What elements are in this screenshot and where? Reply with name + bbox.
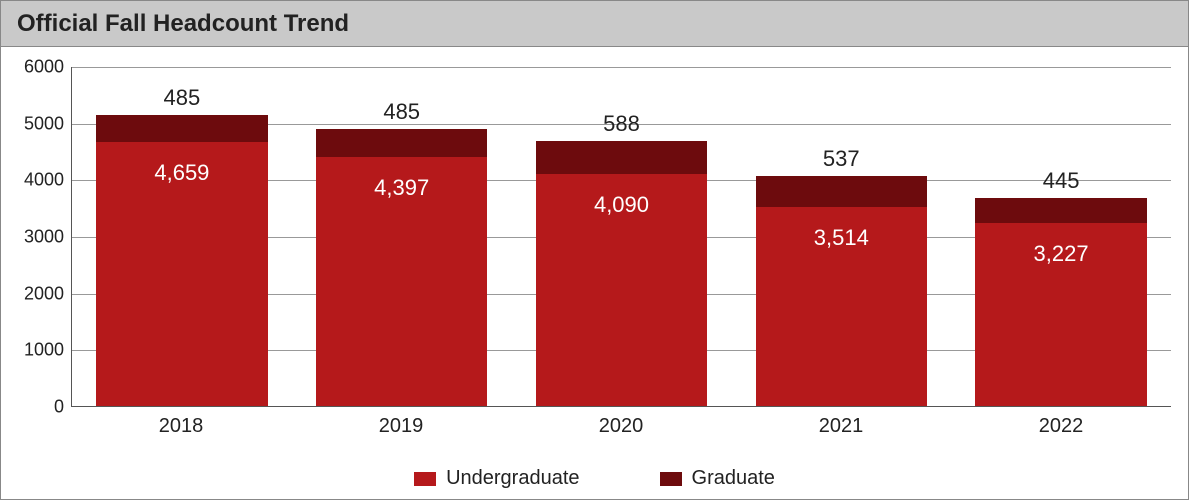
bar-value-graduate: 485 [316, 99, 487, 125]
stacked-bar: 3,514537 [756, 176, 927, 406]
bars-group: 4,659 485 4,397 485 4,090 588 3,514 537 3,227 445 [72, 67, 1171, 406]
y-tick-label: 4000 [4, 170, 64, 191]
legend: Undergraduate Graduate [1, 467, 1188, 490]
chart-frame: Official Fall Headcount Trend 0 1000 2000 3… [0, 0, 1189, 500]
bar-value-undergraduate: 3,514 [814, 225, 869, 251]
bar-value-graduate: 537 [756, 146, 927, 172]
bar-segment-undergraduate: 3,514 [756, 207, 927, 406]
bar-segment-undergraduate: 4,659 [96, 142, 267, 406]
x-tick-label: 2018 [71, 409, 291, 438]
chart-area: 0100020003000400050006000 4,6594854,3974… [1, 47, 1188, 500]
y-tick-label: 6000 [4, 57, 64, 78]
bar-segment-undergraduate: 3,227 [975, 223, 1146, 406]
bar-segment-undergraduate: 4,090 [536, 174, 707, 406]
bar-segment-graduate [756, 176, 927, 206]
bar-slot: 3,227 445 [951, 67, 1171, 406]
bar-value-undergraduate: 4,397 [374, 175, 429, 201]
bar-value-undergraduate: 4,090 [594, 192, 649, 218]
chart-title: Official Fall Headcount Trend [17, 10, 349, 38]
bar-segment-undergraduate: 4,397 [316, 157, 487, 406]
bar-value-graduate: 485 [96, 85, 267, 111]
stacked-bar: 3,227445 [975, 198, 1146, 406]
plot-region: 4,659 485 4,397 485 4,090 588 3,514 537 3,227 445 [71, 67, 1171, 407]
bar-segment-graduate [96, 115, 267, 142]
bar-slot: 4,659 485 [72, 67, 292, 406]
y-tick-label: 1000 [4, 340, 64, 361]
legend-label-graduate: Graduate [692, 467, 775, 490]
title-bar: Official Fall Headcount Trend [1, 1, 1188, 47]
legend-item-graduate: Graduate [660, 467, 775, 490]
bar-value-graduate: 588 [536, 111, 707, 137]
x-tick-label: 2019 [291, 409, 511, 438]
legend-swatch-undergraduate [414, 472, 436, 486]
bar-segment-graduate [975, 198, 1146, 223]
y-tick-label: 2000 [4, 283, 64, 304]
x-tick-label: 2021 [731, 409, 951, 438]
bar-slot: 4,090 588 [512, 67, 732, 406]
stacked-bar: 4,090588 [536, 141, 707, 406]
bar-segment-graduate [316, 129, 487, 156]
legend-label-undergraduate: Undergraduate [446, 467, 579, 490]
x-tick-label: 2022 [951, 409, 1171, 438]
legend-item-undergraduate: Undergraduate [414, 467, 579, 490]
stacked-bar: 4,397485 [316, 129, 487, 406]
x-axis-labels: 20182019202020212022 [71, 409, 1171, 438]
bar-segment-graduate [536, 141, 707, 174]
bar-slot: 3,514 537 [731, 67, 951, 406]
bar-value-undergraduate: 3,227 [1034, 241, 1089, 267]
stacked-bar: 4,659485 [96, 115, 267, 406]
bar-value-graduate: 445 [975, 168, 1146, 194]
y-tick-label: 5000 [4, 113, 64, 134]
y-tick-label: 3000 [4, 227, 64, 248]
legend-swatch-graduate [660, 472, 682, 486]
bar-value-undergraduate: 4,659 [154, 160, 209, 186]
x-tick-label: 2020 [511, 409, 731, 438]
bar-slot: 4,397 485 [292, 67, 512, 406]
y-tick-label: 0 [4, 397, 64, 418]
